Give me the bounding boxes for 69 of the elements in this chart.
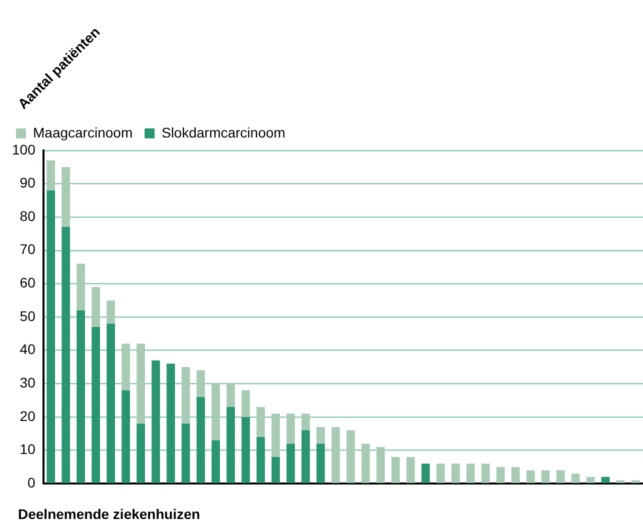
bar bbox=[106, 300, 115, 324]
bar bbox=[256, 406, 265, 437]
y-tick-label: 20 bbox=[20, 408, 36, 424]
bar bbox=[346, 430, 355, 483]
bar bbox=[196, 370, 205, 397]
y-tick-label: 100 bbox=[12, 141, 36, 158]
bar bbox=[122, 390, 130, 483]
bar bbox=[496, 466, 505, 483]
bar bbox=[92, 287, 100, 327]
bar bbox=[122, 344, 130, 390]
bar bbox=[62, 227, 70, 483]
bar bbox=[481, 464, 490, 483]
bar bbox=[272, 414, 280, 457]
bar bbox=[332, 426, 340, 483]
bar bbox=[556, 470, 565, 483]
bar bbox=[212, 440, 220, 483]
y-tick-label: 30 bbox=[20, 374, 36, 390]
bar bbox=[406, 456, 415, 483]
bar bbox=[242, 416, 250, 483]
bar bbox=[391, 456, 400, 483]
bar bbox=[376, 446, 385, 483]
bar bbox=[92, 326, 100, 483]
bar bbox=[256, 436, 265, 483]
bar bbox=[286, 414, 295, 444]
bar bbox=[302, 430, 310, 483]
bar bbox=[46, 160, 56, 190]
y-tick-label: 80 bbox=[20, 208, 36, 224]
bar bbox=[526, 470, 535, 483]
bar bbox=[272, 456, 280, 483]
bar bbox=[436, 464, 445, 483]
y-tick-label: 0 bbox=[28, 474, 36, 490]
bar bbox=[286, 444, 295, 483]
y-tick-label: 50 bbox=[20, 308, 36, 324]
bar bbox=[511, 466, 520, 483]
bar bbox=[601, 476, 610, 483]
bar bbox=[421, 464, 430, 483]
bar bbox=[361, 444, 370, 483]
y-tick-label: 60 bbox=[20, 274, 36, 291]
bar bbox=[316, 444, 325, 483]
legend-label: Maagcarcinoom bbox=[33, 124, 133, 140]
bar bbox=[62, 167, 70, 228]
bar bbox=[212, 384, 220, 440]
legend-label: Slokdarmcarcinoom bbox=[162, 124, 286, 140]
bar bbox=[316, 426, 325, 444]
bar bbox=[182, 424, 190, 483]
bar bbox=[136, 424, 145, 483]
bar bbox=[226, 384, 235, 407]
y-tick-label: 10 bbox=[20, 441, 36, 458]
bar bbox=[466, 464, 475, 483]
bar bbox=[76, 264, 86, 310]
x-axis-title: Deelnemende ziekenhuizen bbox=[18, 506, 200, 522]
bar bbox=[541, 470, 550, 483]
y-tick-label: 70 bbox=[20, 241, 36, 258]
bar bbox=[76, 310, 86, 483]
bar bbox=[106, 324, 115, 483]
bar bbox=[451, 464, 460, 483]
y-tick-label: 90 bbox=[20, 174, 36, 191]
bar bbox=[182, 366, 190, 424]
bar bbox=[46, 190, 56, 483]
bar bbox=[136, 344, 145, 424]
bar bbox=[586, 476, 595, 483]
bar bbox=[152, 360, 160, 483]
y-tick-label: 40 bbox=[20, 341, 36, 358]
bar bbox=[226, 406, 235, 483]
bar bbox=[302, 414, 310, 430]
bar bbox=[571, 474, 580, 483]
bar bbox=[196, 396, 205, 483]
bar bbox=[242, 390, 250, 417]
bar bbox=[166, 364, 175, 483]
